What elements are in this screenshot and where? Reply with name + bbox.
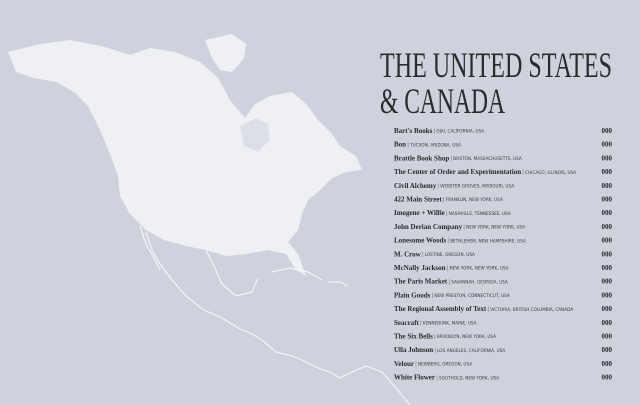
shop-location: NEWBERG, OREGON, USA — [418, 362, 472, 367]
hispaniola — [328, 281, 349, 287]
shop-name: Plain Goods — [394, 291, 431, 299]
title-line: THE UNITED STATES — [380, 45, 612, 85]
shop-location: VICTORIA, BRITISH COLUMBIA, CANADA — [490, 307, 573, 312]
shop-name: Bart's Books — [394, 127, 433, 135]
shop-name: White Flower — [394, 374, 435, 382]
shop-name: Bon — [394, 141, 406, 149]
page-number: 000 — [602, 346, 613, 354]
page-number: 000 — [602, 168, 613, 176]
baja-california — [139, 225, 161, 271]
page-number: 000 — [602, 196, 613, 204]
shop-name: Velour — [394, 360, 414, 368]
page-number: 000 — [602, 305, 613, 313]
page-number: 000 — [602, 319, 613, 327]
shop-location: LOSTINE, OREGON, USA — [425, 252, 475, 257]
page-number: 000 — [602, 291, 613, 299]
central-america — [261, 339, 341, 379]
greenland — [205, 34, 246, 72]
page-number: 000 — [602, 374, 613, 382]
shop-location: NEW YORK, NEW YORK, USA — [466, 225, 525, 230]
shop-location: OJAI, CALIFORNIA, USA — [436, 129, 484, 134]
shop-location: NASHVILLE, TENNESSEE, USA — [449, 211, 511, 216]
shop-location: BROOKLYN, NEW YORK, USA — [437, 334, 496, 339]
shop-name: McNally Jackson — [394, 264, 446, 272]
shop-location: NEW PRESTON, CONNECTICUT, USA — [434, 293, 509, 298]
shop-name: Brattle Book Shop — [394, 154, 449, 162]
shop-location: TUCSON, ARIZONA, USA — [409, 142, 461, 147]
shop-location: LOS ANGELES, CALIFORNIA, USA — [437, 348, 505, 353]
shop-name: Ulla Johnson — [394, 346, 433, 354]
shop-name: John Derian Company — [394, 223, 463, 231]
cuba — [271, 267, 323, 281]
page-number: 000 — [602, 250, 613, 258]
page-number: 000 — [602, 182, 613, 190]
map — [8, 34, 362, 276]
page-number: 000 — [602, 127, 613, 135]
shop-location: KENNEBUNK, MAINE, USA — [423, 321, 477, 326]
north-america-landmass — [8, 40, 362, 276]
shop-name: Lonesome Woods — [394, 237, 446, 245]
hudson-bay — [240, 118, 270, 152]
shop-location: SOUTHOLD, NEW YORK, USA — [439, 375, 499, 380]
shop-name: The Center of Order and Experimentation — [394, 168, 521, 176]
mexico-coast — [145, 231, 263, 341]
shop-location: SAVANNAH, GEORGIA, USA — [451, 279, 508, 284]
page-number: 000 — [602, 264, 613, 272]
shop-name: Civil Alchemy — [394, 182, 437, 190]
page-number: 000 — [602, 141, 613, 149]
shop-name: The Regional Assembly of Text — [394, 305, 487, 313]
page-number: 000 — [602, 360, 613, 368]
page-number: 000 — [602, 209, 613, 217]
shop-location: NEW YORK, NEW YORK, USA — [450, 266, 509, 271]
page-number: 000 — [602, 333, 613, 341]
shop-name: The Paris Market — [394, 278, 448, 286]
gulf-coast — [205, 249, 259, 297]
shop-name: The Six Bells — [394, 333, 433, 341]
page-number: 000 — [602, 278, 613, 286]
page-number: 000 — [602, 154, 613, 162]
shop-name: Seacraft — [394, 319, 420, 327]
shop-location: FRANKLIN, NEW YORK, USA — [446, 197, 503, 202]
shop-name: M. Crow — [394, 250, 422, 258]
page-number: 000 — [602, 237, 613, 245]
shop-location: CHICAGO, ILLINOIS, USA — [525, 170, 576, 175]
shop-location: WEBSTER GROVES, MISSOURI, USA — [440, 184, 514, 189]
page-number: 000 — [602, 223, 613, 231]
map-outlines — [139, 225, 411, 405]
shop-location: BETHLEHEM, NEW HAMPSHIRE, USA — [450, 238, 526, 243]
south-america — [339, 365, 411, 405]
shop-location: BOSTON, MASSACHUSETTS, USA — [453, 156, 522, 161]
shop-name: 422 Main Street — [394, 196, 442, 204]
title-line: & CANADA — [380, 81, 505, 121]
shop-name: Imogene + Willie — [394, 209, 445, 217]
